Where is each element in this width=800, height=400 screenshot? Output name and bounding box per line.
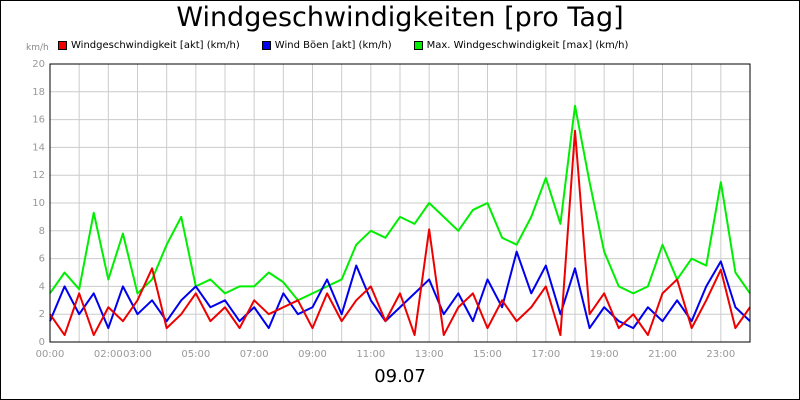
y-tick-label: 18 bbox=[32, 87, 45, 98]
legend-label: Windgeschwindigkeit [akt] (km/h) bbox=[71, 39, 240, 51]
series-line-2 bbox=[49, 104, 751, 302]
x-tick-label: 03:00 bbox=[123, 349, 152, 360]
x-tick-label: 05:00 bbox=[181, 349, 210, 360]
legend-label: Max. Windgeschwindigkeit [max] (km/h) bbox=[426, 39, 629, 51]
x-tick-label: 13:00 bbox=[415, 349, 444, 360]
chart-title: Windgeschwindigkeiten [pro Tag] bbox=[176, 2, 624, 33]
x-tick-label: 02:00 bbox=[94, 349, 123, 360]
y-tick-label: 20 bbox=[32, 59, 45, 70]
x-tick-label: 07:00 bbox=[240, 349, 269, 360]
legend-label: Wind Böen [akt] (km/h) bbox=[274, 39, 392, 51]
x-tick-label: 19:00 bbox=[590, 349, 619, 360]
y-tick-label: 10 bbox=[32, 198, 45, 209]
x-tick-label: 21:00 bbox=[648, 349, 677, 360]
y-tick-label: 8 bbox=[39, 226, 45, 237]
y-tick-label: 14 bbox=[32, 142, 45, 153]
x-tick-label: 23:00 bbox=[706, 349, 735, 360]
legend-swatch-red bbox=[58, 40, 67, 50]
y-tick-label: 2 bbox=[39, 309, 45, 320]
x-tick-label: 15:00 bbox=[473, 349, 502, 360]
y-axis-unit: km/h bbox=[26, 43, 49, 53]
x-tick-label: 17:00 bbox=[531, 349, 560, 360]
legend-item-max-speed: Max. Windgeschwindigkeit [max] (km/h) bbox=[413, 38, 629, 52]
legend-swatch-green bbox=[413, 40, 423, 50]
plot-border bbox=[49, 63, 751, 343]
legend-item-gusts: Wind Böen [akt] (km/h) bbox=[261, 38, 392, 52]
series-line-1 bbox=[49, 250, 751, 330]
y-tick-label: 4 bbox=[39, 281, 45, 292]
date-label: 09.07 bbox=[374, 366, 426, 387]
legend-swatch-blue bbox=[261, 40, 271, 50]
y-tick-label: 6 bbox=[39, 254, 45, 265]
y-tick-label: 0 bbox=[39, 337, 45, 348]
series-line-0 bbox=[49, 129, 751, 337]
x-tick-label: 09:00 bbox=[298, 349, 327, 360]
x-tick-label: 00:00 bbox=[36, 349, 65, 360]
y-tick-label: 16 bbox=[32, 115, 45, 126]
legend: Windgeschwindigkeit [akt] (km/h) Wind Bö… bbox=[58, 38, 650, 52]
x-tick-label: 11:00 bbox=[356, 349, 385, 360]
y-tick-label: 12 bbox=[32, 170, 45, 181]
legend-item-wind-speed: Windgeschwindigkeit [akt] (km/h) bbox=[58, 38, 240, 52]
